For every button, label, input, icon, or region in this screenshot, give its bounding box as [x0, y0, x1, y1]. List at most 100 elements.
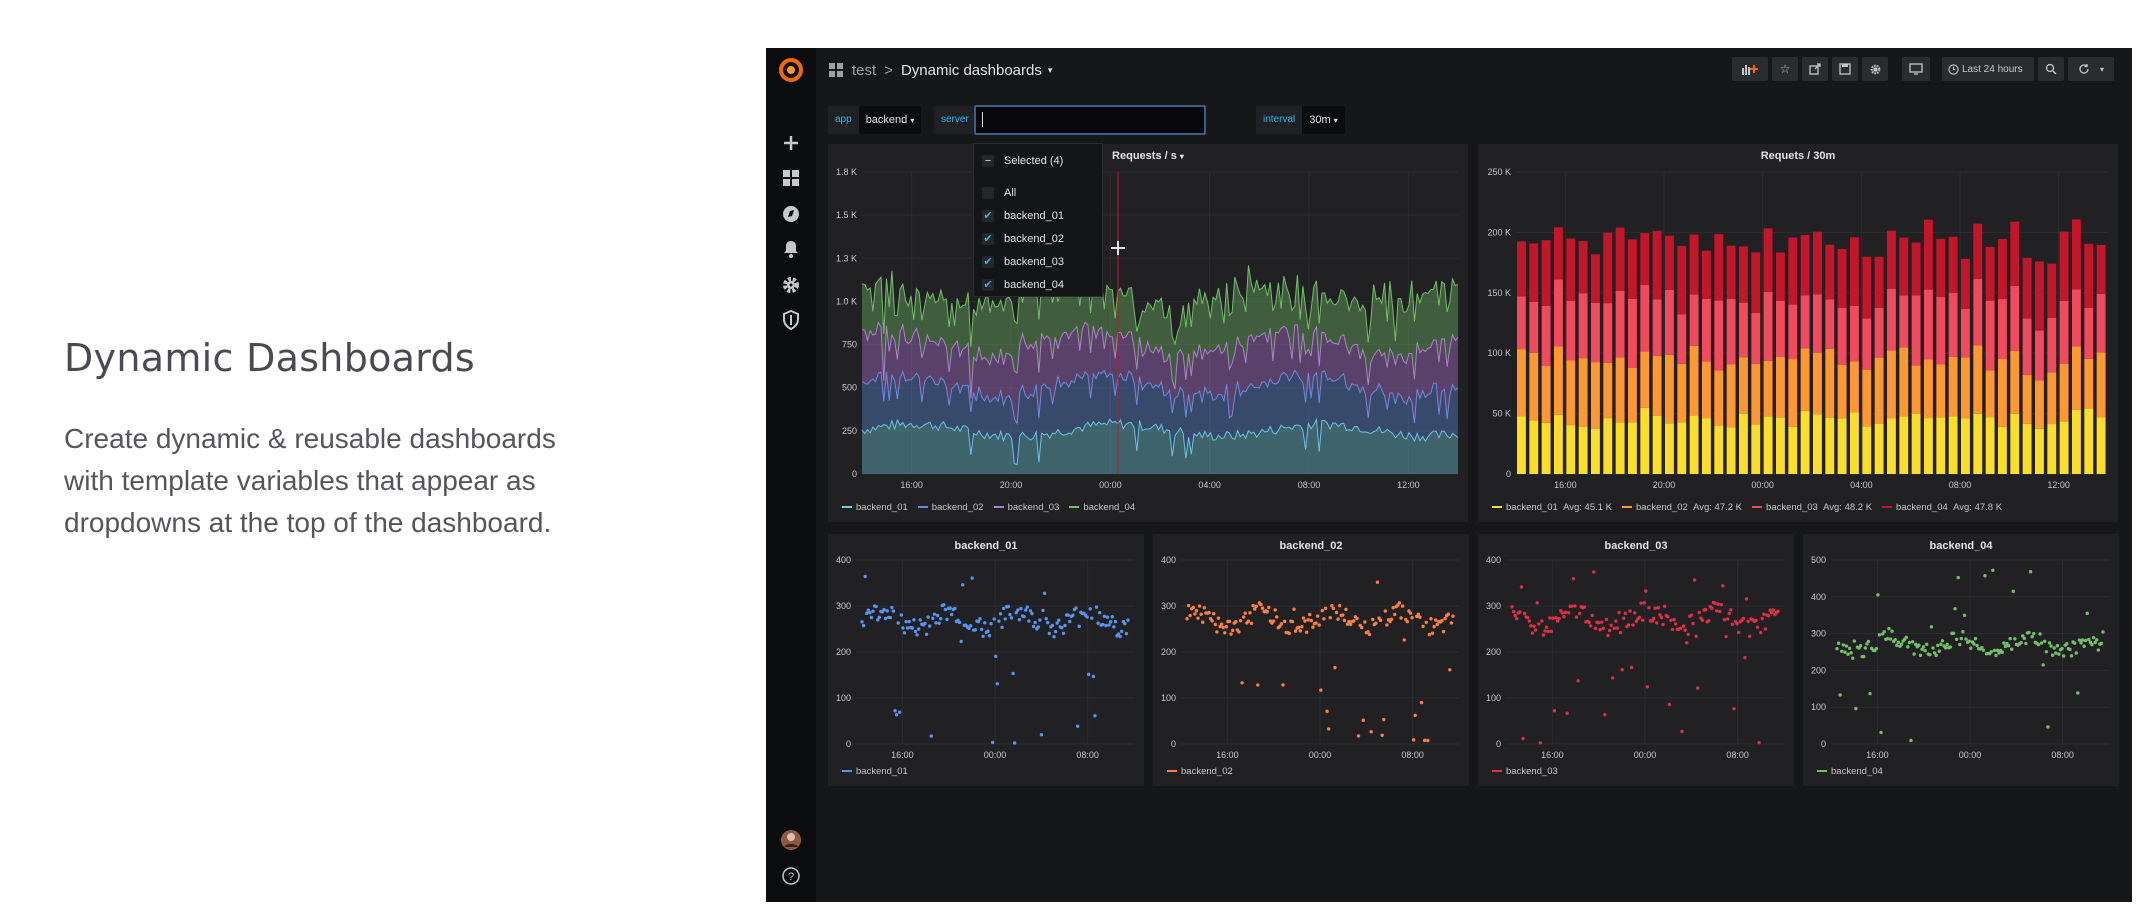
- bar-backend_01: [1702, 418, 1711, 474]
- point: [1571, 576, 1576, 581]
- bar-backend_02: [1578, 358, 1588, 428]
- tv-mode-button[interactable]: [1902, 57, 1930, 81]
- variable-interval-value[interactable]: 30m ▾: [1302, 106, 1345, 134]
- dashboards-icon[interactable]: [779, 166, 803, 190]
- point: [2093, 640, 2097, 645]
- shield-icon[interactable]: [779, 308, 803, 332]
- point: [1197, 604, 1202, 608]
- point: [932, 612, 937, 616]
- y-tick-label: 0: [846, 739, 851, 749]
- point: [1374, 621, 1378, 625]
- panel-backend-04[interactable]: backend_04 0 100 200 300 400 500 16:00 00:00 08:…: [1803, 534, 2119, 786]
- dropdown-option-backend_03[interactable]: ✔ backend_03: [982, 253, 1064, 271]
- compass-icon[interactable]: [779, 202, 803, 226]
- server-search-input[interactable]: [974, 105, 1206, 135]
- point: [1104, 623, 1108, 628]
- legend-item-backend_01[interactable]: backend_01: [842, 502, 908, 513]
- time-picker-button[interactable]: Last 24 hours: [1942, 57, 2034, 81]
- point: [1193, 612, 1197, 616]
- variable-app-value[interactable]: backend ▾: [858, 106, 922, 134]
- legend-item-backend_02[interactable]: backend_02 Avg: 47.2 K: [1622, 502, 1742, 513]
- point: [2068, 647, 2072, 652]
- settings-button[interactable]: [1862, 57, 1888, 81]
- point: [2047, 641, 2052, 645]
- grafana-logo-icon[interactable]: [777, 56, 805, 84]
- share-button[interactable]: [1802, 57, 1828, 81]
- point: [1541, 633, 1546, 637]
- bar-backend_03: [1998, 299, 2007, 360]
- panel-title[interactable]: Requests / s ▾: [1112, 150, 1184, 162]
- point: [1101, 622, 1105, 627]
- star-button[interactable]: ☆: [1772, 57, 1798, 81]
- point: [1877, 633, 1882, 637]
- legend-item-backend_03[interactable]: backend_03: [1492, 766, 1558, 777]
- point: [1683, 628, 1687, 632]
- panel-title[interactable]: backend_01: [954, 540, 1018, 552]
- bar-backend_02: [1591, 362, 1600, 430]
- point: [1718, 609, 1722, 614]
- legend-item-backend_03[interactable]: backend_03: [993, 502, 1059, 513]
- bell-icon[interactable]: [779, 237, 803, 261]
- dropdown-option-backend_02[interactable]: ✔ backend_02: [982, 230, 1064, 248]
- cog-icon: [1870, 64, 1880, 74]
- bar-backend_04: [1837, 249, 1847, 308]
- legend-item-backend_04[interactable]: backend_04: [1069, 502, 1135, 513]
- dropdown-option-backend_04[interactable]: ✔ backend_04: [982, 276, 1064, 294]
- dropdown-option-all[interactable]: All: [982, 184, 1016, 202]
- dropdown-selected-toggle[interactable]: − Selected (4): [982, 152, 1063, 170]
- chevron-down-icon[interactable]: ▾: [1047, 64, 1053, 75]
- point: [1044, 616, 1048, 621]
- panel-backend-03[interactable]: backend_03 0 100 200 300 400 16:00 00:00 08:00 …: [1478, 534, 1794, 786]
- refresh-button[interactable]: ▾: [2068, 57, 2114, 81]
- point: [2010, 647, 2014, 651]
- panel-title[interactable]: backend_02: [1279, 540, 1343, 552]
- point: [1227, 619, 1232, 624]
- panel-title[interactable]: backend_04: [1929, 540, 1993, 552]
- point: [1628, 609, 1632, 613]
- panel-title[interactable]: backend_03: [1604, 540, 1668, 552]
- legend-item-backend_04[interactable]: backend_04: [1817, 766, 1883, 777]
- plus-icon[interactable]: [779, 131, 803, 155]
- point: [902, 631, 907, 635]
- panel-requests-per-30m[interactable]: Requets / 30m 0 50 K 100 K 150 K 200 K 250 K 1…: [1478, 144, 2118, 522]
- legend-item-backend_02[interactable]: backend_02: [917, 502, 984, 513]
- avatar[interactable]: [779, 828, 803, 852]
- save-button[interactable]: [1832, 57, 1858, 81]
- point: [1347, 619, 1351, 624]
- legend-item-backend_02[interactable]: backend_02: [1167, 766, 1233, 777]
- point: [978, 617, 982, 621]
- point: [1958, 642, 1962, 647]
- point: [1658, 613, 1662, 617]
- point: [1112, 625, 1116, 629]
- panel-backend-02[interactable]: backend_02 0 100 200 300 400 16:00 00:00 08:00 …: [1153, 534, 1469, 786]
- dashboard-title[interactable]: Dynamic dashboards: [900, 61, 1042, 79]
- legend-item-backend_03[interactable]: backend_03 Avg: 48.2 K: [1752, 502, 1872, 513]
- point: [1355, 616, 1359, 621]
- bar-backend_03: [1862, 318, 1872, 370]
- add-panel-button[interactable]: [1732, 57, 1768, 81]
- help-icon[interactable]: ?: [779, 864, 803, 888]
- bar-backend_03: [1652, 299, 1662, 356]
- point: [1667, 702, 1672, 707]
- breadcrumb-folder[interactable]: test: [852, 61, 877, 79]
- point: [1997, 651, 2001, 655]
- legend-item-backend_01[interactable]: backend_01 Avg: 45.1 K: [1492, 502, 1612, 513]
- gear-icon[interactable]: [779, 273, 803, 297]
- bar-backend_04: [1813, 231, 1822, 295]
- panel-title[interactable]: Requets / 30m: [1760, 150, 1836, 162]
- point: [1202, 606, 1207, 610]
- point: [1061, 631, 1066, 635]
- move-cursor-icon: [1111, 241, 1125, 255]
- bar-backend_04: [2010, 221, 2020, 286]
- point: [1019, 606, 1023, 611]
- bar-backend_03: [1776, 300, 1785, 357]
- legend-item-backend_04[interactable]: backend_04 Avg: 47.8 K: [1882, 502, 2002, 513]
- panel-backend-01[interactable]: backend_01 0 100 200 300 400 16:00 00:00 08:00 …: [828, 534, 1144, 786]
- zoom-out-button[interactable]: [2038, 57, 2064, 81]
- x-tick-label: 16:00: [891, 750, 914, 760]
- dropdown-option-label: backend_03: [1004, 256, 1064, 268]
- panel-requests-per-second[interactable]: Requests / s ▾ 0 250 500 750 1.0 K 1.3 K 1.5 K…: [828, 144, 1468, 522]
- point: [1661, 622, 1665, 627]
- dropdown-option-backend_01[interactable]: ✔ backend_01: [982, 207, 1064, 225]
- legend-item-backend_01[interactable]: backend_01: [842, 766, 908, 777]
